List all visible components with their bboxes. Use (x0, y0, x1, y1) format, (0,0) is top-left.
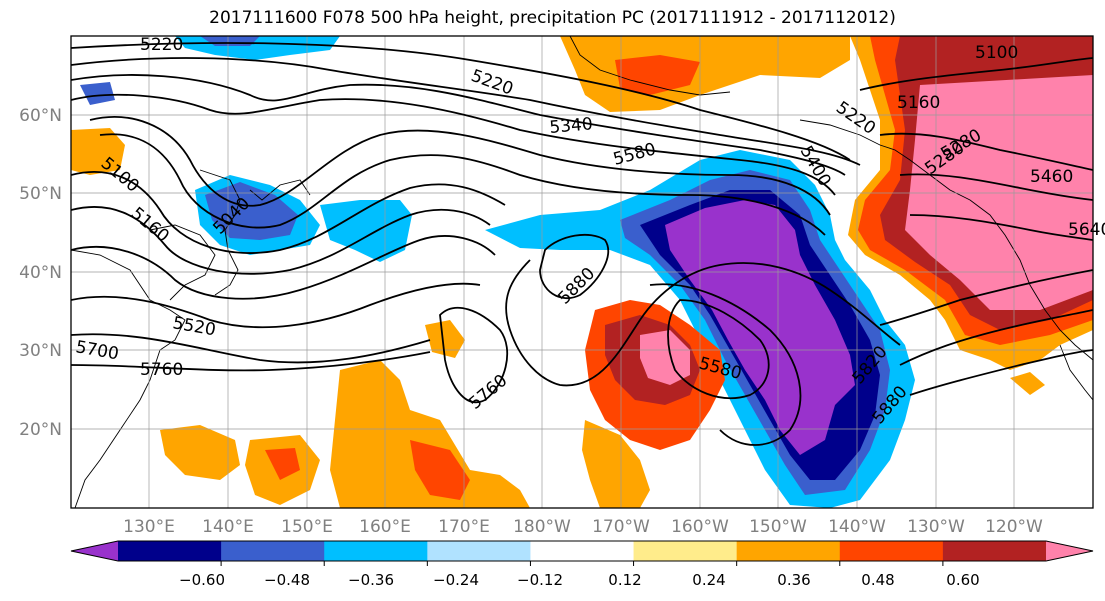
colorbar-tick-label: −0.48 (264, 571, 310, 589)
colorbar-segment (530, 541, 635, 561)
colorbar-segment (118, 541, 222, 561)
lon-label: 130°E (123, 517, 175, 537)
pc-region-positive (560, 36, 850, 112)
pc-region-positive (615, 55, 700, 95)
pc-region-positive (265, 448, 300, 480)
pc-region-positive (905, 75, 1093, 310)
pc-region-negative (665, 200, 855, 455)
lat-label: 40°N (19, 263, 62, 283)
colorbar-segment (324, 541, 428, 561)
colorbar-segments (71, 541, 1093, 561)
pc-region-positive (582, 420, 650, 508)
map-frame (70, 35, 1094, 509)
pc-region-positive (1010, 372, 1045, 395)
contour-label: 5220 (140, 35, 183, 55)
colorbar-segment (221, 541, 325, 561)
lon-label: 130°W (907, 517, 965, 537)
colorbar-tick-label: 0.36 (777, 571, 810, 589)
contour-label: 5160 (897, 93, 940, 113)
pc-region-negative (80, 82, 115, 105)
lon-label: 170°E (438, 517, 490, 537)
lon-label: 140°W (828, 517, 886, 537)
colorbar-outline (70, 540, 1094, 562)
lat-label: 60°N (19, 106, 62, 126)
graticule (71, 36, 1093, 508)
colorbar-ticks (220, 561, 944, 566)
lon-label: 160°W (671, 517, 729, 537)
height-contours (71, 42, 1093, 446)
colorbar-segment (839, 541, 944, 561)
precipitation-field (71, 36, 1093, 508)
colorbar-tick-label: 0.24 (692, 571, 725, 589)
colorbar-segment (736, 541, 841, 561)
lon-label: 160°E (359, 517, 411, 537)
contour-label: 5100 (975, 43, 1018, 63)
colorbar-tick-label: −0.12 (517, 571, 563, 589)
lon-label: 140°E (202, 517, 254, 537)
pc-region-positive (71, 128, 125, 175)
colorbar-extend-min (71, 541, 118, 561)
contour-label: 5340 (549, 114, 594, 138)
lon-label: 180°W (513, 517, 571, 537)
pc-region-negative (320, 200, 412, 262)
lat-label: 30°N (19, 341, 62, 361)
pc-region-positive (425, 320, 465, 358)
contour-label: 5640 (1068, 220, 1105, 240)
pc-region-positive (640, 330, 690, 385)
colorbar-extend-max (1046, 541, 1093, 561)
colorbar-segment (942, 541, 1047, 561)
colorbar: −0.60 −0.48 −0.36 −0.24 −0.12 0.12 0.24 … (70, 540, 1094, 589)
colorbar-segment (633, 541, 738, 561)
colorbar-tick-label: −0.60 (179, 571, 225, 589)
lat-label: 50°N (19, 184, 62, 204)
longitude-labels: 130°E 140°E 150°E 160°E 170°E 180°W 170°… (123, 517, 1043, 537)
colorbar-tick-label: 0.48 (861, 571, 894, 589)
colorbar-tick-labels: −0.60 −0.48 −0.36 −0.24 −0.12 0.12 0.24 … (179, 571, 980, 589)
contour-label: 5460 (1030, 167, 1073, 187)
lat-label: 20°N (19, 420, 62, 440)
colorbar-tick-label: 0.12 (608, 571, 641, 589)
pc-region-positive (160, 425, 240, 480)
pc-region-positive (330, 360, 530, 508)
contour-label: 5760 (140, 360, 183, 380)
colorbar-tick-label: −0.24 (433, 571, 479, 589)
colorbar-tick-label: 0.60 (946, 571, 979, 589)
figure-title: 2017111600 F078 500 hPa height, precipit… (209, 8, 896, 28)
latitude-labels: 60°N 50°N 40°N 30°N 20°N (19, 106, 62, 440)
lon-label: 150°W (749, 517, 807, 537)
colorbar-segment (427, 541, 531, 561)
lon-label: 120°W (985, 517, 1043, 537)
pc-region-positive (410, 440, 470, 500)
lon-label: 150°E (281, 517, 333, 537)
colorbar-tick-label: −0.36 (348, 571, 394, 589)
lon-label: 170°W (592, 517, 650, 537)
